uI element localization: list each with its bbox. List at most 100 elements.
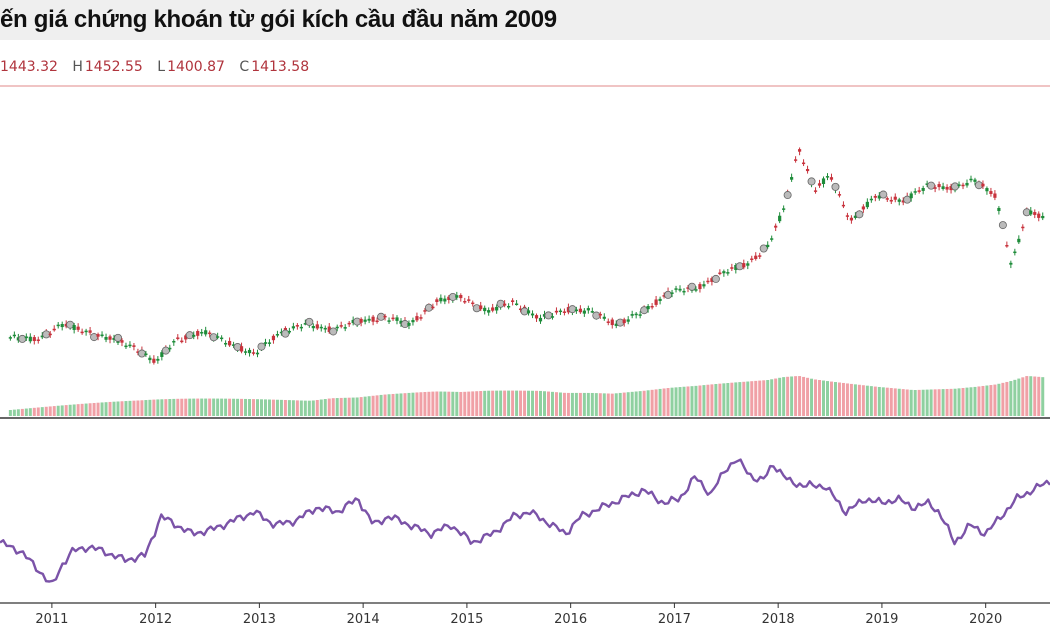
candle-body	[299, 326, 303, 329]
candle-body	[315, 324, 319, 329]
volume-bar	[311, 400, 315, 416]
candle-body	[204, 330, 208, 335]
volume-bar	[447, 391, 451, 416]
volume-bar	[706, 384, 710, 416]
candle-body	[220, 337, 224, 340]
volume-bar	[853, 384, 857, 416]
volume-bar	[232, 398, 236, 416]
event-marker	[998, 221, 1007, 230]
volume-bar	[168, 399, 172, 416]
volume-bar	[654, 389, 658, 416]
candle-body	[483, 307, 487, 312]
volume-bar	[806, 377, 810, 416]
volume-bar	[419, 392, 423, 416]
candle-body	[1029, 210, 1033, 215]
volume-bar	[909, 389, 913, 416]
volume-bar	[845, 383, 849, 416]
candle-body	[730, 267, 734, 269]
volume-bar	[216, 398, 220, 416]
volume-bar	[295, 400, 299, 416]
volume-bar	[172, 398, 176, 416]
volume-bar	[463, 391, 467, 416]
candle-body	[239, 346, 244, 352]
candle-body	[766, 244, 770, 248]
volume-bar	[60, 405, 64, 416]
volume-bar	[622, 392, 626, 416]
volume-bar	[562, 392, 566, 416]
volume-bar	[279, 399, 283, 416]
candle-body	[686, 287, 690, 289]
volume-bar	[335, 398, 339, 416]
volume-bar	[1041, 377, 1045, 416]
candle-body	[1033, 212, 1037, 215]
volume-bar	[690, 386, 694, 416]
volume-bar	[427, 391, 431, 416]
x-tick-label: 2014	[347, 612, 380, 627]
volume-bar	[519, 390, 523, 416]
candle-body	[371, 316, 375, 322]
candle-body	[917, 190, 921, 192]
candle-body	[606, 321, 610, 323]
event-marker	[879, 190, 888, 199]
open-value: 1443.32	[0, 59, 58, 75]
candle-body	[8, 337, 12, 339]
volume-bar	[1009, 381, 1013, 416]
candle-body	[251, 352, 256, 354]
volume-bar	[228, 398, 232, 416]
candle-body	[550, 316, 555, 318]
volume-bar	[818, 379, 822, 416]
candle-body	[415, 316, 419, 321]
volume-bar	[582, 392, 586, 416]
candle-body	[303, 323, 307, 325]
candle-body	[128, 344, 132, 347]
volume-bar	[598, 393, 602, 416]
candle-body	[184, 335, 188, 340]
candle-body	[503, 303, 507, 306]
candle-body	[327, 326, 331, 333]
volume-bar	[810, 378, 814, 416]
volume-bar	[116, 401, 120, 416]
volume-bar	[439, 391, 443, 416]
volume-bar	[1037, 376, 1041, 416]
volume-bar	[200, 398, 204, 416]
candle-body	[981, 183, 985, 187]
volume-bar	[511, 390, 515, 416]
volume-bar	[702, 385, 706, 416]
event-marker	[257, 342, 266, 351]
candle-body	[271, 335, 276, 341]
candle-body	[877, 195, 881, 199]
candle-body	[224, 342, 228, 345]
volume-bar	[263, 399, 267, 416]
volume-bar	[180, 398, 184, 416]
volume-bar	[475, 391, 479, 416]
volume-bar	[431, 391, 435, 416]
candle-body	[909, 193, 913, 199]
candle-body	[439, 297, 443, 302]
volume-bar	[283, 399, 287, 416]
candle-body	[263, 342, 268, 344]
volume-bar	[72, 404, 76, 416]
candle-body	[295, 325, 299, 327]
volume-bar	[746, 381, 750, 416]
volume-bar	[36, 407, 40, 416]
volume-bar	[893, 388, 897, 416]
candle-body	[28, 336, 32, 342]
volume-bar	[192, 398, 196, 416]
volume-bar	[44, 406, 48, 416]
candle-body	[805, 169, 810, 172]
volume-bar	[84, 403, 88, 416]
volume-bar	[1025, 376, 1029, 416]
candle-body	[626, 319, 630, 322]
candle-body	[243, 351, 248, 353]
candle-body	[937, 184, 941, 188]
candle-body	[200, 332, 204, 334]
volume-bar	[897, 388, 901, 416]
candle-body	[901, 200, 905, 203]
line-series-path	[0, 458, 1050, 583]
volume-bar	[877, 386, 881, 416]
volume-bar	[865, 385, 869, 416]
volume-bar	[857, 384, 861, 416]
event-marker	[329, 327, 338, 336]
volume-bar	[327, 398, 331, 416]
volume-bar	[610, 393, 614, 416]
